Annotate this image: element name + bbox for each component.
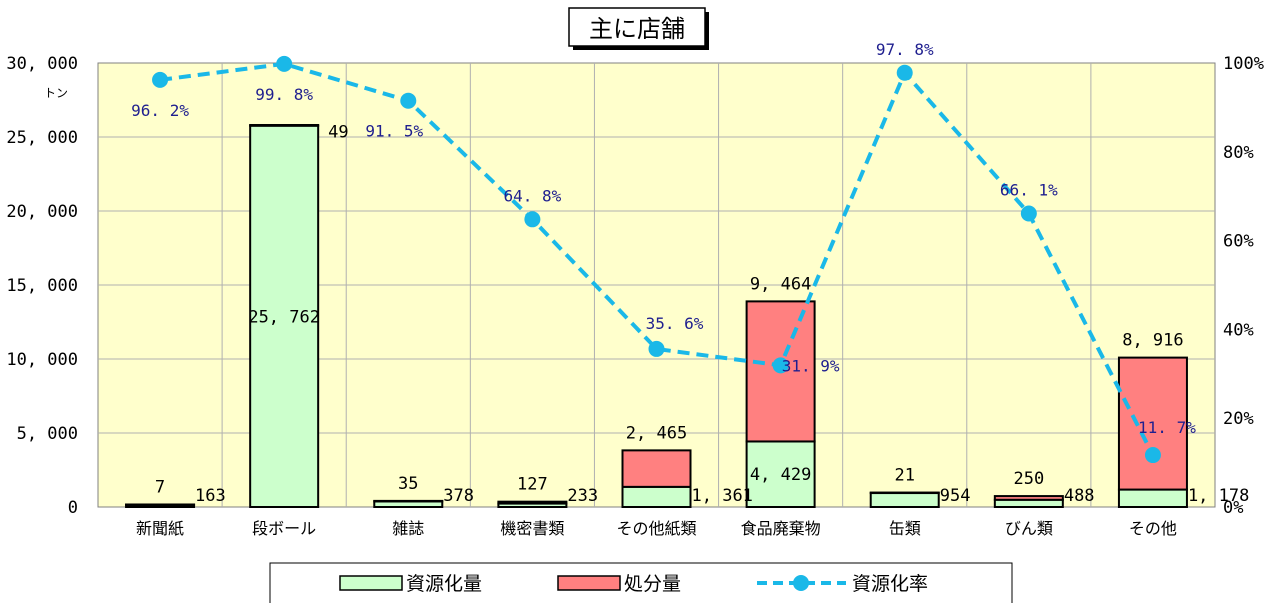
bar-label-recycled: 163 xyxy=(195,486,226,506)
category-label: 段ボール xyxy=(252,519,316,538)
category-label: その他 xyxy=(1129,519,1177,538)
right-axis: 0% 20% 40% 60% 80% 100% xyxy=(1223,54,1264,518)
category-label: 雑誌 xyxy=(392,519,424,538)
bar-label-recycled: 233 xyxy=(567,486,598,506)
bar-label-recycled: 1, 361 xyxy=(692,486,753,506)
bar-label-recycled: 1, 178 xyxy=(1188,486,1249,506)
rate-marker xyxy=(1020,205,1037,222)
bar-label-disposed: 35 xyxy=(398,474,418,494)
bar-label-disposed: 127 xyxy=(517,475,548,495)
rate-labels: 96. 2% 99. 8% 91. 5% 64. 8% 35. 6% 31. 9% 97. … xyxy=(131,40,1196,437)
bar-label-disposed: 8, 916 xyxy=(1122,331,1183,351)
rate-label: 99. 8% xyxy=(255,85,313,104)
bar-label-disposed: 9, 464 xyxy=(750,274,811,294)
bar-recycled xyxy=(869,491,940,508)
rate-label: 35. 6% xyxy=(646,314,704,333)
right-tick-label: 20% xyxy=(1223,409,1254,429)
rate-label: 66. 1% xyxy=(1000,181,1058,200)
bar-label-recycled: 488 xyxy=(1064,486,1095,506)
category-label: 新聞紙 xyxy=(136,519,184,538)
category-label: 食品廃棄物 xyxy=(741,519,821,538)
bar-label-disposed: 49 xyxy=(328,123,348,143)
legend-swatch-rate-marker xyxy=(793,575,809,591)
left-tick-label: 25, 000 xyxy=(6,128,78,148)
bars xyxy=(125,123,1188,509)
right-tick-label: 80% xyxy=(1223,143,1254,163)
rate-label: 97. 8% xyxy=(876,40,934,59)
bar-disposed xyxy=(1117,356,1188,491)
rate-label: 11. 7% xyxy=(1138,418,1196,437)
bar-label-disposed: 2, 465 xyxy=(626,423,687,443)
left-axis: 0 5, 000 10, 000 15, 000 20, 000 25, 000 30, 0… xyxy=(6,54,78,518)
bar-recycled xyxy=(993,498,1064,508)
bar-disposed xyxy=(621,449,692,488)
legend: 資源化量 処分量 資源化率 xyxy=(269,562,1013,603)
rate-marker xyxy=(1144,447,1161,464)
left-tick-label: 30, 000 xyxy=(6,54,78,74)
category-labels: 新聞紙 段ボール 雑誌 機密書類 その他紙類 食品廃棄物 缶類 びん類 その他 xyxy=(136,519,1177,538)
rate-line xyxy=(152,55,1161,464)
category-label: 機密書類 xyxy=(500,519,564,538)
bar-label-recycled: 378 xyxy=(443,486,474,506)
bar-label-recycled: 25, 762 xyxy=(248,307,320,327)
bar-recycled xyxy=(1117,488,1188,509)
bar-label-recycled: 4, 429 xyxy=(750,465,811,485)
bar-label-disposed: 7 xyxy=(155,477,165,497)
chart-title-text: 主に店舗 xyxy=(589,15,685,43)
rate-marker xyxy=(648,340,665,357)
unit-label: トン xyxy=(44,86,68,100)
category-label: 缶類 xyxy=(889,519,921,538)
left-tick-label: 20, 000 xyxy=(6,202,78,222)
bar-disposed xyxy=(993,495,1064,501)
bar-disposed xyxy=(125,503,196,506)
bar-disposed xyxy=(373,499,444,503)
left-tick-label: 15, 000 xyxy=(6,276,78,296)
bar-disposed xyxy=(497,500,568,505)
category-label: びん類 xyxy=(1005,519,1053,538)
category-label: その他紙類 xyxy=(616,519,696,538)
left-tick-label: 5, 000 xyxy=(17,424,78,444)
bar-disposed xyxy=(869,491,940,495)
bar-label-recycled: 954 xyxy=(940,486,971,506)
right-tick-label: 0% xyxy=(1223,498,1243,518)
rate-label: 64. 8% xyxy=(503,186,561,205)
rate-marker xyxy=(400,92,417,109)
chart-title: 主に店舗 xyxy=(568,7,709,50)
right-tick-label: 60% xyxy=(1223,232,1254,252)
bar-label-disposed: 21 xyxy=(894,466,914,486)
legend-label-recycled: 資源化量 xyxy=(406,573,482,595)
legend-swatch-recycled xyxy=(339,575,403,591)
bar-recycled xyxy=(621,485,692,509)
rate-label: 91. 5% xyxy=(365,122,423,141)
rate-marker xyxy=(152,71,169,88)
right-tick-label: 40% xyxy=(1223,320,1254,340)
bar-recycled xyxy=(745,440,816,509)
legend-label-disposed: 処分量 xyxy=(624,573,681,595)
left-tick-label: 10, 000 xyxy=(6,350,78,370)
legend-swatch-disposed xyxy=(557,575,621,591)
legend-label-rate: 資源化率 xyxy=(852,573,928,595)
rate-label: 96. 2% xyxy=(131,101,189,120)
rate-label: 31. 9% xyxy=(782,356,840,375)
rate-marker xyxy=(524,211,541,228)
bar-value-labels: 163 7 25, 762 49 378 35 233 127 1, 361 2, 465 4, 4… xyxy=(155,123,1249,506)
left-tick-label: 0 xyxy=(68,498,78,518)
rate-marker xyxy=(772,357,789,374)
rate-marker xyxy=(896,64,913,81)
bar-disposed xyxy=(249,123,320,127)
bar-label-disposed: 250 xyxy=(1013,469,1044,489)
rate-marker xyxy=(276,55,293,72)
right-tick-label: 100% xyxy=(1223,54,1264,74)
